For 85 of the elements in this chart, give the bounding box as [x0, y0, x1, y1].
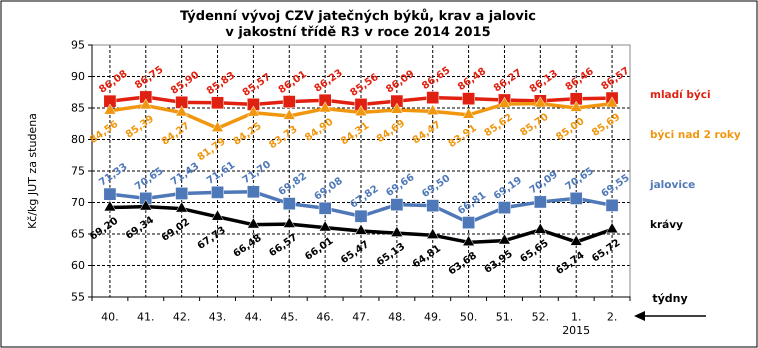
text: 2015: [562, 324, 590, 337]
point: [570, 234, 582, 246]
point: [104, 94, 116, 108]
point: [176, 202, 188, 212]
point: [606, 96, 618, 108]
y-tick-label: 70: [71, 196, 85, 210]
y-axis-title: Kč/kg JUT za studena: [26, 113, 39, 229]
point: [318, 202, 332, 215]
point: [175, 187, 188, 200]
point: [247, 98, 260, 111]
y-tick-label: 85: [71, 102, 85, 115]
point: [390, 198, 404, 212]
point: [139, 90, 152, 104]
point: [247, 218, 260, 228]
point: [247, 185, 260, 198]
point: [426, 104, 439, 115]
point: [426, 228, 439, 239]
point: [283, 217, 296, 228]
point: [570, 92, 583, 106]
point: [104, 104, 116, 114]
x-tick-label: 43.: [208, 310, 226, 324]
point: [462, 235, 475, 246]
point: [282, 95, 296, 108]
point: [462, 216, 475, 229]
x-tick-label: 49.: [424, 310, 442, 324]
y-tick-label: 75: [71, 164, 85, 178]
point: [426, 91, 440, 104]
x-tick-label: 2.: [606, 310, 618, 324]
point: [498, 97, 511, 108]
point: [175, 96, 188, 109]
y-tick-label: 95: [71, 38, 85, 52]
x-tick-label: 46.: [316, 310, 334, 324]
text: krávy: [650, 219, 684, 231]
x-tick-label: 47.: [352, 310, 370, 324]
point: [390, 94, 404, 108]
x-tick-label: 40.: [101, 310, 119, 324]
point: [390, 226, 404, 237]
point: [462, 108, 475, 119]
point: [426, 199, 440, 212]
point: [282, 197, 296, 210]
point: [140, 200, 152, 210]
point: [534, 222, 546, 234]
text: jalovice: [649, 179, 696, 191]
y-tick-label: 60: [71, 259, 85, 272]
x-tick-label: 48.: [388, 310, 406, 324]
point: [283, 108, 296, 120]
text: mladí býci: [650, 89, 711, 101]
x-tick-label: 1.: [570, 310, 582, 324]
x-axis-title: týdny: [652, 292, 688, 305]
y-tick-label: 80: [71, 133, 85, 146]
x-tick-label: 52.: [532, 310, 550, 324]
text: býci nad 2 roky: [650, 129, 741, 141]
x-tick-label: 44.: [244, 310, 262, 324]
x-tick-label: 41.: [137, 310, 155, 324]
point: [606, 198, 618, 212]
point: [534, 196, 547, 208]
point: [211, 186, 224, 199]
point: [211, 121, 224, 132]
point: [318, 102, 332, 112]
point: [318, 220, 332, 232]
point: [211, 210, 224, 220]
point: [140, 98, 152, 110]
y-tick-label: 65: [71, 228, 85, 241]
y-tick-label: 90: [71, 70, 85, 84]
point: [211, 96, 224, 110]
point: [354, 210, 368, 223]
point: [390, 102, 404, 114]
point: [247, 106, 260, 116]
y-tick-label: 55: [71, 290, 85, 304]
x-tick-label: 42.: [172, 310, 190, 324]
point: [104, 188, 116, 200]
point: [570, 192, 583, 205]
x-tick-label: 50.: [460, 310, 478, 324]
point: [570, 100, 582, 112]
point: [462, 92, 475, 106]
point: [354, 105, 368, 116]
x-tick-label: 45.: [280, 310, 298, 324]
point: [606, 222, 618, 234]
point: [354, 224, 368, 235]
point: [176, 106, 188, 116]
x-tick-label: 51.: [496, 310, 514, 324]
chart-title: Týdenní vývoj CZV jatečných býků, krav a jalovic v jakostní třídě R3 v roce 2014 2015: [180, 8, 536, 40]
point: [104, 200, 116, 212]
point: [498, 201, 511, 214]
point: [498, 234, 511, 244]
